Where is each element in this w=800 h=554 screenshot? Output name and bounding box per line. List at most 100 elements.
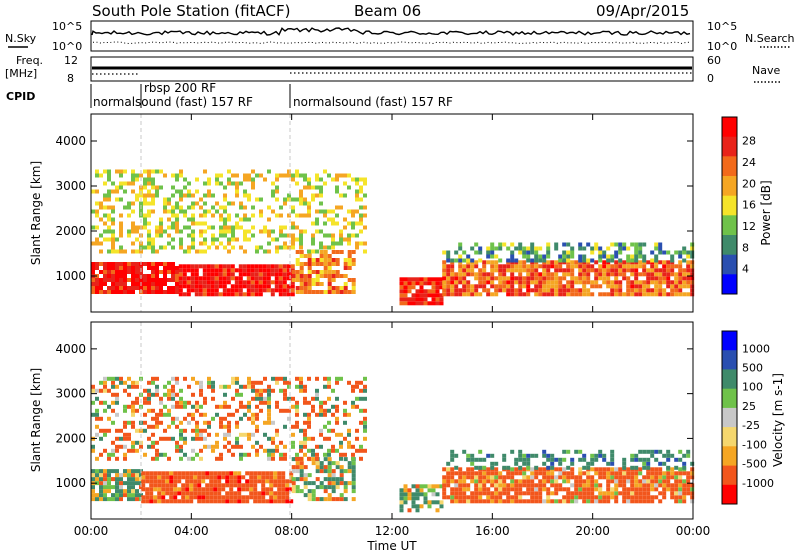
data-cell bbox=[243, 452, 247, 457]
data-cell bbox=[163, 209, 167, 214]
data-cell bbox=[466, 280, 471, 285]
data-cell bbox=[518, 268, 523, 273]
data-cell bbox=[347, 278, 352, 282]
data-cell bbox=[658, 276, 663, 281]
data-cell bbox=[141, 487, 146, 492]
data-cell bbox=[307, 424, 311, 429]
data-cell bbox=[674, 487, 679, 492]
data-cell bbox=[303, 432, 307, 437]
data-cell bbox=[359, 189, 363, 194]
data-cell bbox=[123, 290, 127, 294]
data-cell bbox=[534, 280, 539, 285]
data-cell bbox=[602, 491, 607, 496]
data-cell bbox=[606, 284, 611, 289]
data-cell bbox=[185, 483, 190, 488]
data-cell bbox=[299, 376, 303, 381]
data-cell bbox=[179, 428, 183, 433]
data-cell bbox=[175, 444, 179, 449]
data-cell bbox=[570, 467, 575, 472]
data-cell bbox=[278, 292, 283, 297]
data-cell bbox=[111, 209, 115, 214]
data-cell bbox=[135, 481, 139, 486]
data-cell bbox=[662, 471, 667, 476]
data-cell bbox=[498, 471, 503, 476]
data-cell bbox=[259, 229, 263, 234]
data-cell bbox=[291, 205, 295, 210]
data-cell bbox=[115, 290, 119, 294]
data-cell bbox=[363, 428, 367, 433]
data-cell bbox=[311, 408, 315, 413]
data-cell bbox=[167, 396, 171, 401]
data-cell bbox=[299, 213, 303, 218]
data-cell bbox=[614, 491, 619, 496]
data-cell bbox=[263, 396, 267, 401]
data-cell bbox=[323, 497, 328, 502]
data-cell bbox=[335, 481, 340, 486]
data-cell bbox=[273, 495, 278, 500]
data-cell bbox=[562, 268, 567, 273]
data-cell bbox=[538, 467, 543, 472]
data-cell bbox=[482, 499, 487, 504]
data-cell bbox=[634, 288, 639, 293]
data-cell bbox=[470, 471, 475, 476]
data-cell bbox=[159, 412, 163, 417]
data-cell bbox=[558, 292, 563, 297]
data-cell bbox=[99, 489, 103, 494]
data-cell bbox=[222, 268, 227, 273]
data-cell bbox=[155, 290, 159, 294]
data-cell bbox=[323, 477, 328, 482]
data-cell bbox=[586, 471, 591, 476]
data-cell bbox=[191, 428, 195, 433]
data-cell bbox=[538, 487, 543, 492]
data-cell bbox=[135, 384, 139, 389]
data-cell bbox=[307, 282, 312, 286]
data-cell bbox=[442, 276, 447, 281]
data-cell bbox=[127, 213, 131, 218]
data-cell bbox=[510, 499, 515, 504]
data-cell bbox=[155, 388, 159, 393]
data-cell bbox=[211, 241, 215, 246]
data-cell bbox=[135, 440, 139, 445]
data-cell bbox=[242, 268, 247, 273]
data-cell bbox=[211, 448, 215, 453]
data-cell bbox=[161, 475, 166, 480]
data-cell bbox=[335, 465, 340, 470]
data-cell bbox=[163, 384, 167, 389]
range-tick-label: 4000 bbox=[55, 342, 86, 356]
data-cell bbox=[526, 499, 531, 504]
data-cell bbox=[522, 461, 527, 466]
data-cell bbox=[566, 264, 571, 269]
data-cell bbox=[262, 264, 267, 269]
data-cell bbox=[351, 209, 355, 214]
data-cell bbox=[474, 260, 479, 265]
data-cell bbox=[107, 173, 111, 178]
data-cell bbox=[570, 268, 575, 273]
data-cell bbox=[570, 483, 575, 488]
data-cell bbox=[119, 225, 123, 230]
data-cell bbox=[474, 483, 479, 488]
data-cell bbox=[522, 250, 527, 255]
data-cell bbox=[578, 288, 583, 293]
data-cell bbox=[355, 181, 359, 186]
data-cell bbox=[335, 448, 339, 453]
data-cell bbox=[478, 276, 483, 281]
data-cell bbox=[175, 225, 179, 230]
data-cell bbox=[255, 380, 259, 385]
data-cell bbox=[123, 262, 127, 266]
data-cell bbox=[179, 444, 183, 449]
range-tick-label: 1000 bbox=[55, 269, 86, 283]
data-cell bbox=[149, 487, 154, 492]
data-cell bbox=[151, 241, 155, 246]
data-cell bbox=[538, 292, 543, 297]
data-cell bbox=[327, 384, 331, 389]
data-cell bbox=[267, 384, 271, 389]
data-cell bbox=[231, 245, 235, 250]
data-cell bbox=[331, 412, 335, 417]
data-cell bbox=[546, 475, 551, 480]
data-cell bbox=[131, 274, 135, 278]
data-cell bbox=[454, 479, 459, 484]
data-cell bbox=[171, 221, 175, 226]
data-cell bbox=[578, 258, 583, 263]
data-cell bbox=[486, 479, 491, 484]
data-cell bbox=[103, 221, 107, 226]
